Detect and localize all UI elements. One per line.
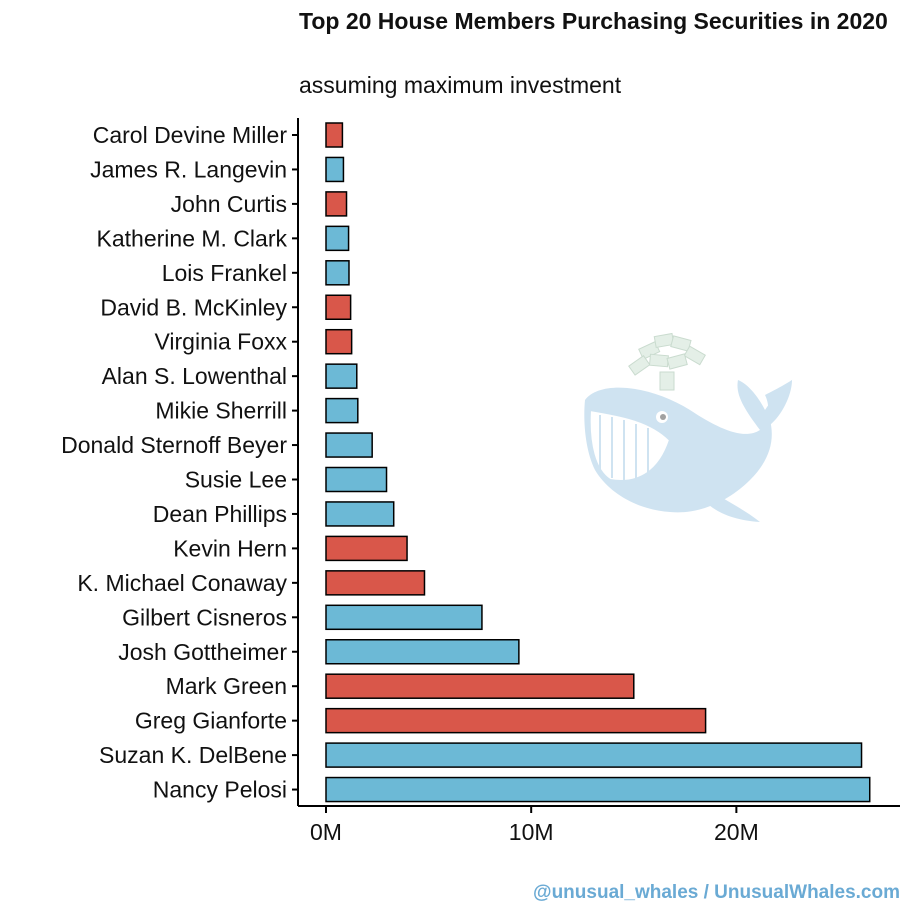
- y-tick-label: Lois Frankel: [162, 260, 287, 286]
- y-tick-label: Mikie Sherrill: [155, 398, 287, 424]
- bar-k-michael-conaway: [325, 570, 426, 596]
- y-tick-label: Greg Gianforte: [135, 708, 287, 734]
- y-tick-label: Mark Green: [166, 673, 287, 699]
- bar-greg-gianforte: [325, 707, 707, 734]
- bar-gilbert-cisneros: [325, 604, 483, 631]
- y-tick-label: David B. McKinley: [100, 294, 287, 320]
- bar-kevin-hern: [325, 535, 408, 562]
- bar-carol-devine-miller: [325, 122, 344, 148]
- bar-lois-frankel: [325, 260, 350, 286]
- y-tick-label: Virginia Foxx: [154, 329, 287, 355]
- y-tick-label: Susie Lee: [185, 467, 287, 493]
- bar-mikie-sherrill: [325, 397, 359, 424]
- y-tick-label: Donald Sternoff Beyer: [61, 432, 287, 458]
- bar-susie-lee: [325, 466, 388, 493]
- y-tick-label: Katherine M. Clark: [97, 225, 288, 251]
- bar-john-curtis: [325, 191, 348, 217]
- credit-text: @unusual_whales / UnusualWhales.com: [533, 882, 900, 903]
- whale-with-money-icon: [584, 332, 793, 522]
- y-tick-label: Alan S. Lowenthal: [102, 363, 287, 389]
- bar-james-r-langevin: [325, 156, 345, 183]
- y-tick-label: Kevin Hern: [173, 535, 287, 561]
- bar-dean-phillips: [325, 501, 395, 527]
- chart-subtitle: assuming maximum investment: [299, 72, 622, 98]
- bar-donald-sternoff-beyer: [325, 432, 373, 458]
- y-tick-label: K. Michael Conaway: [77, 570, 287, 596]
- x-tick-label: 10M: [509, 819, 554, 845]
- bar-alan-s-lowenthal: [325, 363, 358, 389]
- bar-david-b-mckinley: [325, 294, 352, 320]
- bar-katherine-m-clark: [325, 225, 350, 252]
- bar-virginia-foxx: [325, 328, 353, 355]
- x-tick-label: 20M: [714, 819, 759, 845]
- y-tick-label: Josh Gottheimer: [118, 639, 287, 665]
- chart-title: Top 20 House Members Purchasing Securiti…: [299, 8, 888, 34]
- y-tick-label: Suzan K. DelBene: [99, 742, 287, 768]
- y-tick-label: John Curtis: [171, 191, 287, 217]
- bar-nancy-pelosi: [325, 776, 871, 803]
- y-tick-label: James R. Langevin: [90, 156, 287, 182]
- bar-suzan-k-delbene: [325, 742, 863, 768]
- y-tick-label: Nancy Pelosi: [153, 777, 287, 803]
- y-tick-label: Gilbert Cisneros: [122, 604, 287, 630]
- bar-josh-gottheimer: [325, 639, 520, 665]
- y-tick-label: Dean Phillips: [153, 501, 287, 527]
- bar-mark-green: [325, 673, 635, 699]
- x-tick-label: 0M: [310, 819, 342, 845]
- y-tick-label: Carol Devine Miller: [93, 122, 288, 148]
